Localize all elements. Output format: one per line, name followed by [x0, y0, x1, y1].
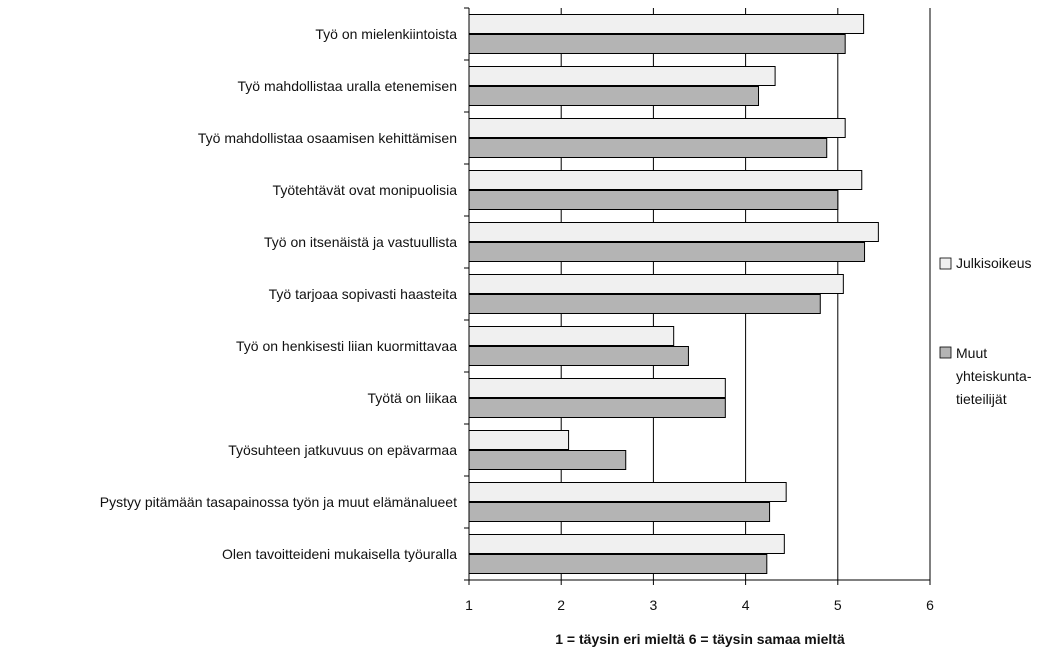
- x-tick-label: 2: [557, 597, 565, 613]
- bar-muut-4: [468, 242, 866, 262]
- legend-swatch-julkisoikeus: [939, 257, 952, 270]
- category-label: Työ on mielenkiintoista: [315, 26, 457, 42]
- bar-muut-3: [468, 190, 839, 210]
- bar-muut-5: [468, 294, 821, 314]
- category-label: Työ tarjoaa sopivasti haasteita: [269, 286, 458, 302]
- x-tick-label: 5: [834, 597, 842, 613]
- x-tick-label: 3: [650, 597, 658, 613]
- bar-julkisoikeus-1: [468, 66, 776, 86]
- bar-muut-10: [468, 554, 768, 574]
- x-tick-labels: 1 2 3 4 5 6: [465, 597, 934, 613]
- category-labels: Työ on mielenkiintoista Työ mahdollistaa …: [100, 26, 457, 562]
- category-label: Työtä on liikaa: [368, 390, 458, 406]
- x-tick-label: 4: [742, 597, 750, 613]
- bar-julkisoikeus-2: [468, 118, 846, 138]
- category-label: Työ mahdollistaa osaamisen kehittämisen: [198, 130, 457, 146]
- bar-julkisoikeus-0: [468, 14, 865, 34]
- legend: Julkisoikeus Muut yhteiskunta- tieteilij…: [939, 255, 1032, 407]
- bar-muut-8: [468, 450, 627, 470]
- category-label: Työ mahdollistaa uralla etenemisen: [238, 78, 457, 94]
- legend-label-muut-line-1: Muut: [956, 345, 987, 361]
- x-tick-label: 6: [926, 597, 934, 613]
- category-label: Työ on itsenäistä ja vastuullista: [264, 234, 457, 250]
- x-tick-label: 1: [465, 597, 473, 613]
- x-axis-label: 1 = täysin eri mieltä 6 = täysin samaa m…: [555, 631, 845, 647]
- bar-julkisoikeus-9: [468, 482, 787, 502]
- bar-julkisoikeus-8: [468, 430, 570, 450]
- legend-swatch-muut: [939, 346, 952, 359]
- bar-muut-6: [468, 346, 689, 366]
- bar-muut-0: [468, 34, 846, 54]
- bar-muut-1: [468, 86, 760, 106]
- bar-julkisoikeus-6: [468, 326, 675, 346]
- bars: [468, 14, 879, 574]
- bar-julkisoikeus-7: [468, 378, 726, 398]
- legend-label-julkisoikeus: Julkisoikeus: [956, 255, 1031, 271]
- legend-label-muut-line-2: yhteiskunta-: [956, 368, 1032, 384]
- category-label: Työsuhteen jatkuvuus on epävarmaa: [228, 442, 457, 458]
- bar-julkisoikeus-3: [468, 170, 863, 190]
- bar-julkisoikeus-10: [468, 534, 785, 554]
- axes: [464, 7, 931, 585]
- legend-label-muut-line-3: tieteilijät: [956, 391, 1007, 407]
- category-label: Työ on henkisesti liian kuormittavaa: [236, 338, 457, 354]
- category-label: Pystyy pitämään tasapainossa työn ja muu…: [100, 494, 457, 510]
- bar-julkisoikeus-4: [468, 222, 879, 242]
- bar-muut-7: [468, 398, 726, 418]
- bar-julkisoikeus-5: [468, 274, 844, 294]
- bar-muut-2: [468, 138, 828, 158]
- bar-muut-9: [468, 502, 771, 522]
- category-label: Olen tavoitteideni mukaisella työuralla: [222, 546, 457, 562]
- category-label: Työtehtävät ovat monipuolisia: [273, 182, 458, 198]
